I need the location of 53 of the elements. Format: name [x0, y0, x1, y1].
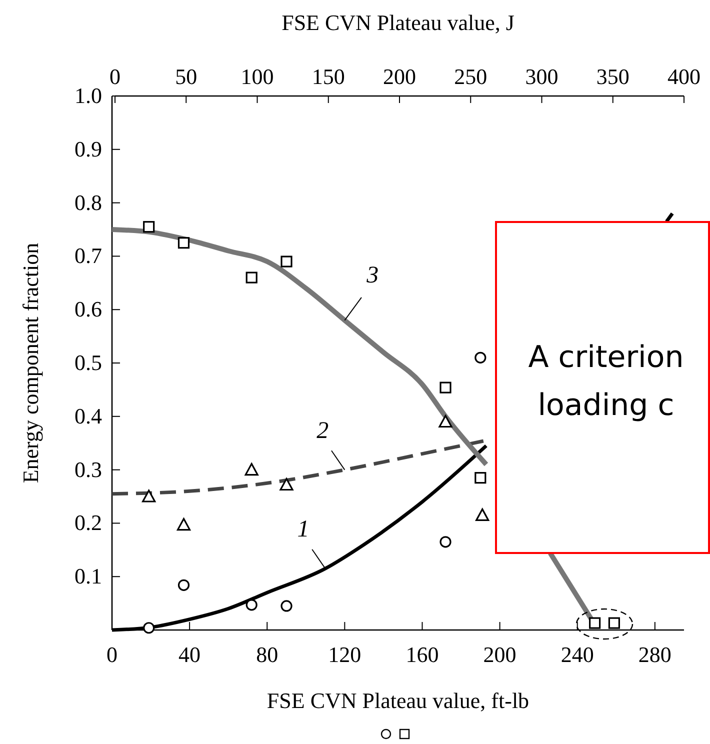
x2-tick-label: 300 [525, 64, 558, 89]
point [143, 221, 155, 233]
x-tick-label: 40 [178, 642, 201, 667]
x-tick-label: 200 [483, 642, 516, 667]
x2-tick-label: 400 [668, 64, 700, 89]
annotation: A criterion loading c [528, 340, 684, 423]
x-axis-title: FSE CVN Plateau value, ft-lb [266, 688, 530, 713]
x-tick-label: 0 [106, 642, 118, 667]
x-tick-label: 280 [638, 642, 672, 667]
x2-tick-label: 200 [383, 64, 416, 89]
y-tick-label: 0.4 [74, 403, 102, 428]
point [280, 600, 292, 612]
y-tick-label: 0.3 [74, 456, 102, 482]
point [176, 518, 191, 531]
x2-tick-label: 100 [240, 64, 274, 89]
series-label: 2 [316, 418, 329, 444]
x2-tick-label: 0 [110, 64, 120, 89]
y-tick-label: 0.2 [74, 510, 102, 536]
point [280, 256, 292, 268]
y-tick-label: 0.9 [74, 136, 102, 162]
point [476, 508, 490, 521]
x-tick-label: 120 [328, 642, 362, 667]
point [474, 352, 486, 364]
x-tick-label: 160 [406, 642, 439, 667]
point [474, 472, 486, 484]
x2-tick-label: 50 [175, 64, 198, 89]
x2-tick-label: 250 [454, 64, 488, 89]
y-tick-label: 0.7 [74, 243, 102, 268]
point [440, 382, 452, 394]
point [142, 490, 156, 502]
point [440, 536, 452, 548]
point [143, 622, 155, 634]
point [608, 617, 620, 629]
point [589, 617, 601, 629]
x-tick-label: 240 [560, 642, 594, 667]
point [244, 463, 258, 476]
x-tick-label: 80 [256, 642, 278, 667]
point [178, 579, 190, 591]
y-axis-title: Energy component fraction [18, 242, 43, 484]
x2-tick-label: 150 [312, 64, 345, 89]
x2-axis-title: FSE CVN Plateau value, J [282, 10, 515, 35]
series-label: 3 [366, 262, 379, 288]
y-tick-label: 1.0 [74, 83, 102, 108]
x2-tick-label: 350 [596, 64, 630, 89]
point [438, 414, 452, 428]
y-tick-label: 0.8 [74, 190, 102, 215]
y-tick-label: 0.5 [74, 350, 102, 375]
point [280, 478, 294, 491]
y-tick-label: 0.1 [74, 564, 102, 589]
series-label: 1 [297, 516, 310, 543]
point [178, 237, 190, 249]
point [246, 272, 258, 284]
y-tick-label: 0.6 [74, 296, 102, 322]
